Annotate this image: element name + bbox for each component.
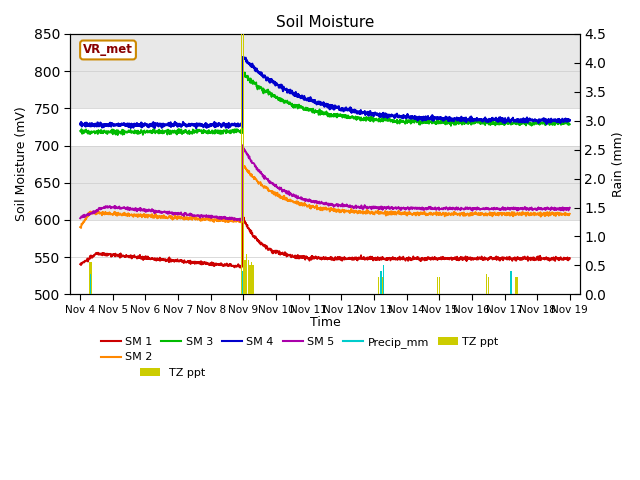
Bar [246,254,247,294]
Bar [70,34,580,108]
Bar [486,274,487,294]
Text: VR_met: VR_met [83,44,133,57]
Bar [488,277,489,294]
Y-axis label: Soil Moisture (mV): Soil Moisture (mV) [15,107,28,221]
Bar [438,277,440,294]
Legend: TZ ppt: TZ ppt [135,363,209,383]
Bar [383,265,385,294]
Bar [249,265,250,294]
Bar [253,265,254,294]
Bar [70,145,580,220]
Y-axis label: Rain (mm): Rain (mm) [612,132,625,197]
Bar [88,263,90,294]
Title: Soil Moisture: Soil Moisture [276,15,374,30]
Bar [378,277,380,294]
Bar [381,277,383,294]
Bar [90,263,92,294]
Bar [244,260,246,294]
Bar [248,260,249,294]
X-axis label: Time: Time [310,316,340,329]
Bar [90,274,91,294]
Bar [510,271,512,294]
Bar [515,277,516,294]
Bar [517,277,518,294]
Bar [437,277,438,294]
Bar [251,263,252,294]
Bar [243,34,244,294]
Bar [380,274,381,294]
Bar [241,34,243,294]
Bar [380,271,382,294]
Bar [242,271,243,294]
